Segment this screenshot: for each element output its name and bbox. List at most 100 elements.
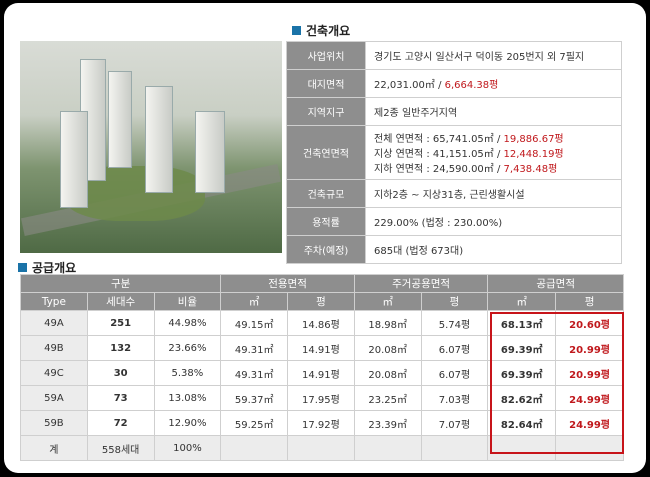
overview-value: 685대 (법정 673대) xyxy=(365,235,622,264)
table-cell: 59.37㎡ xyxy=(220,385,289,411)
column-header: 평 xyxy=(287,292,355,311)
supply-overview-table: 구분 전용면적 주거공용면적 공급면적 Type 세대수 비율 ㎡ 평 ㎡ 평 ㎡ 평 49A 251 44.… xyxy=(19,274,624,461)
table-cell: 30 xyxy=(86,360,155,386)
table-cell: 20.99평 xyxy=(555,335,624,361)
table-cell: 13.08% xyxy=(153,385,222,411)
table-row: 49C 30 5.38% 49.31㎡ 14.91평 20.08㎡ 6.07평 69.39㎡ 2… xyxy=(20,360,624,386)
table-cell: 82.62㎡ xyxy=(487,385,557,411)
table-cell: 69.39㎡ xyxy=(487,360,557,386)
table-cell: 72 xyxy=(86,410,155,436)
total-cell xyxy=(353,435,422,461)
group-header: 구분 xyxy=(19,274,222,293)
table-row: 59B 72 12.90% 59.25㎡ 17.92평 23.39㎡ 7.07평 82.64㎡… xyxy=(20,410,624,436)
table-cell: 24.99평 xyxy=(555,410,624,436)
table-cell: 14.86평 xyxy=(287,310,355,336)
table-cell: 23.66% xyxy=(153,335,222,361)
overview-value-line: 지상 연면적 : 41,151.05㎡ / 12,448.19평 xyxy=(374,149,564,160)
table-cell: 20.99평 xyxy=(555,360,624,386)
group-header-row: 구분 전용면적 주거공용면적 공급면적 xyxy=(19,274,624,293)
tower-3 xyxy=(60,111,88,208)
overview-label: 지역지구 xyxy=(286,97,366,126)
overview-value-line: 685대 (법정 673대) xyxy=(374,246,464,257)
total-cell: 558세대 xyxy=(86,435,155,461)
table-cell: 6.07평 xyxy=(420,360,489,386)
overview-value-line: 지하 연면적 : 24,590.00㎡ / 7,438.48평 xyxy=(374,164,558,175)
overview-value-line: 22,031.00㎡ / 6,664.38평 xyxy=(374,80,499,91)
overview-value: 지하2층 ~ 지상31층, 근린생활시설 xyxy=(365,179,622,208)
overview-value: 제2종 일반주거지역 xyxy=(365,97,622,126)
overview-value: 22,031.00㎡ / 6,664.38평 xyxy=(365,69,622,98)
table-cell: 49C xyxy=(20,360,88,386)
table-cell: 20.08㎡ xyxy=(353,360,422,386)
total-row: 계 558세대 100% xyxy=(20,435,624,461)
column-header: 평 xyxy=(420,292,489,311)
total-cell xyxy=(555,435,624,461)
table-cell: 68.13㎡ xyxy=(487,310,557,336)
overview-row: 지역지구 제2종 일반주거지역 xyxy=(286,97,622,126)
total-cell xyxy=(287,435,355,461)
overview-value-line: 229.00% (법정 : 230.00%) xyxy=(374,218,503,229)
tower-2 xyxy=(108,71,132,168)
table-cell: 49.15㎡ xyxy=(220,310,289,336)
overview-row: 건축연면적 전체 연면적 : 65,741.05㎡ / 19,886.67평 지상 … xyxy=(286,125,622,180)
column-header: ㎡ xyxy=(220,292,289,311)
overview-row: 건축규모 지하2층 ~ 지상31층, 근린생활시설 xyxy=(286,179,622,208)
table-cell: 82.64㎡ xyxy=(487,410,557,436)
overview-label: 건축규모 xyxy=(286,179,366,208)
supply-overview-heading: 공급개요 xyxy=(18,259,76,276)
group-header: 전용면적 xyxy=(220,274,355,293)
table-cell: 20.08㎡ xyxy=(353,335,422,361)
table-cell: 59A xyxy=(20,385,88,411)
column-header: 평 xyxy=(555,292,624,311)
table-cell: 14.91평 xyxy=(287,360,355,386)
sub-header-row: Type 세대수 비율 ㎡ 평 ㎡ 평 ㎡ 평 xyxy=(20,292,624,311)
table-cell: 24.99평 xyxy=(555,385,624,411)
tower-5 xyxy=(195,111,225,193)
column-header: 비율 xyxy=(153,292,222,311)
group-header: 공급면적 xyxy=(487,274,624,293)
table-cell: 49.31㎡ xyxy=(220,335,289,361)
building-overview-table: 사업위치 경기도 고양시 일산서구 덕이동 205번지 외 7필지 대지면적 22,0… xyxy=(286,41,622,264)
table-cell: 59B xyxy=(20,410,88,436)
overview-row: 용적률 229.00% (법정 : 230.00%) xyxy=(286,207,622,236)
overview-row: 대지면적 22,031.00㎡ / 6,664.38평 xyxy=(286,69,622,98)
overview-value: 경기도 고양시 일산서구 덕이동 205번지 외 7필지 xyxy=(365,41,622,70)
overview-label: 건축연면적 xyxy=(286,125,366,180)
column-header: Type xyxy=(20,292,88,311)
overview-label: 대지면적 xyxy=(286,69,366,98)
table-cell: 5.74평 xyxy=(420,310,489,336)
overview-label: 주차(예정) xyxy=(286,235,366,264)
total-cell xyxy=(487,435,557,461)
table-cell: 20.60평 xyxy=(555,310,624,336)
table-cell: 7.03평 xyxy=(420,385,489,411)
column-header: 세대수 xyxy=(86,292,155,311)
square-bullet-icon xyxy=(292,26,301,35)
overview-value-line: 전체 연면적 : 65,741.05㎡ / 19,886.67평 xyxy=(374,134,564,145)
table-cell: 59.25㎡ xyxy=(220,410,289,436)
overview-value: 229.00% (법정 : 230.00%) xyxy=(365,207,622,236)
table-cell: 14.91평 xyxy=(287,335,355,361)
table-row: 59A 73 13.08% 59.37㎡ 17.95평 23.25㎡ 7.03평 82.62㎡… xyxy=(20,385,624,411)
overview-row: 주차(예정) 685대 (법정 673대) xyxy=(286,235,622,264)
table-cell: 132 xyxy=(86,335,155,361)
total-cell: 100% xyxy=(153,435,222,461)
page-frame: 건축개요 사업위치 경기도 고양시 일산서구 덕이동 205번지 외 7필지 대지면… xyxy=(4,3,646,473)
table-row: 49B 132 23.66% 49.31㎡ 14.91평 20.08㎡ 6.07평 69.39… xyxy=(20,335,624,361)
table-cell: 49B xyxy=(20,335,88,361)
table-cell: 49A xyxy=(20,310,88,336)
overview-label: 용적률 xyxy=(286,207,366,236)
total-cell: 계 xyxy=(20,435,88,461)
table-cell: 17.95평 xyxy=(287,385,355,411)
table-row: 49A 251 44.98% 49.15㎡ 14.86평 18.98㎡ 5.74평 68.13… xyxy=(20,310,624,336)
tower-4 xyxy=(145,86,173,193)
table-cell: 17.92평 xyxy=(287,410,355,436)
overview-row: 사업위치 경기도 고양시 일산서구 덕이동 205번지 외 7필지 xyxy=(286,41,622,70)
table-cell: 18.98㎡ xyxy=(353,310,422,336)
building-overview-heading: 건축개요 xyxy=(292,22,350,39)
column-header: ㎡ xyxy=(353,292,422,311)
total-cell xyxy=(220,435,289,461)
table-cell: 6.07평 xyxy=(420,335,489,361)
total-cell xyxy=(420,435,489,461)
group-header: 주거공용면적 xyxy=(353,274,489,293)
